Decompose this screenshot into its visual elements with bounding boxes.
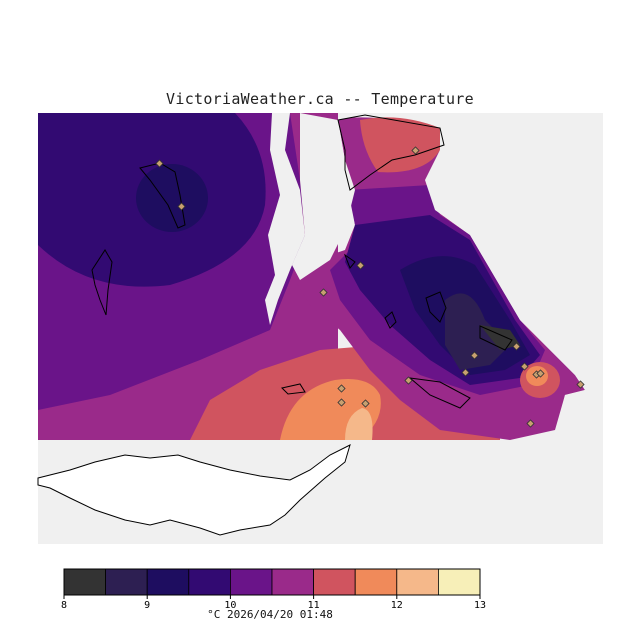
contour-east-8-5 bbox=[445, 293, 510, 370]
haro-strait bbox=[265, 113, 305, 325]
station-marker[interactable] bbox=[470, 351, 479, 360]
station-marker[interactable] bbox=[404, 376, 413, 385]
station-marker[interactable] bbox=[526, 419, 535, 428]
colorbar-tick-label: 13 bbox=[474, 600, 486, 611]
island-east-5 bbox=[408, 377, 471, 409]
station-marker[interactable] bbox=[536, 369, 545, 378]
station-markers bbox=[155, 146, 585, 428]
colorbar-swatches bbox=[63, 568, 481, 596]
colorbar-swatch bbox=[63, 568, 106, 596]
colorbar-swatch bbox=[146, 568, 190, 596]
colorbar-swatch bbox=[229, 568, 273, 596]
island-outlines bbox=[91, 114, 513, 409]
colorbar-tick-label: 11 bbox=[308, 600, 320, 611]
colorbar-swatch bbox=[188, 568, 231, 596]
contour-east-8-0 bbox=[480, 325, 520, 350]
station-marker[interactable] bbox=[155, 159, 164, 168]
station-marker[interactable] bbox=[361, 399, 370, 408]
station-marker[interactable] bbox=[520, 362, 529, 371]
station-marker[interactable] bbox=[337, 398, 346, 407]
contour-12-0 bbox=[345, 408, 373, 440]
olympic-peninsula-land bbox=[37, 444, 351, 536]
station-marker[interactable] bbox=[177, 202, 186, 211]
colorbar-tick-label: 12 bbox=[391, 600, 403, 611]
map-title: VictoriaWeather.ca -- Temperature bbox=[166, 90, 474, 108]
contour-9-0-west bbox=[136, 164, 208, 232]
colorbar-swatch bbox=[437, 568, 481, 596]
station-marker[interactable] bbox=[512, 342, 521, 351]
channel-north bbox=[292, 113, 355, 280]
colorbar-swatch bbox=[354, 568, 398, 596]
colorbar-tick-label: 10 bbox=[224, 600, 236, 611]
contour-east-11-0 bbox=[360, 117, 440, 173]
island-south bbox=[281, 383, 306, 395]
colorbar-footer: °C 2026/04/20 01:48 bbox=[207, 608, 333, 621]
colorbar-ticks: 8 9 10 11 12 13 bbox=[61, 595, 486, 611]
station-marker[interactable] bbox=[337, 384, 346, 393]
island-west-2 bbox=[91, 249, 113, 316]
island-east-1 bbox=[425, 291, 447, 323]
island-east-3 bbox=[479, 325, 513, 351]
colorbar-swatch bbox=[396, 568, 439, 596]
colorbar-tick-label: 8 bbox=[61, 600, 67, 611]
strait-of-georgia bbox=[425, 113, 603, 440]
colorbar-tick-label: 9 bbox=[144, 600, 150, 611]
station-marker[interactable] bbox=[461, 368, 470, 377]
station-marker[interactable] bbox=[319, 288, 328, 297]
temperature-field bbox=[38, 113, 585, 440]
island-east-4 bbox=[343, 253, 356, 269]
island-east-2 bbox=[384, 311, 397, 329]
station-marker[interactable] bbox=[576, 380, 585, 389]
colorbar-swatch bbox=[105, 568, 148, 596]
colorbar-frame bbox=[63, 568, 481, 596]
colorbar-swatch bbox=[271, 568, 314, 596]
station-marker[interactable] bbox=[356, 261, 365, 270]
colorbar-swatch bbox=[313, 568, 356, 596]
north-coast bbox=[337, 114, 445, 191]
station-marker[interactable] bbox=[411, 146, 420, 155]
island-west-1 bbox=[139, 162, 186, 229]
